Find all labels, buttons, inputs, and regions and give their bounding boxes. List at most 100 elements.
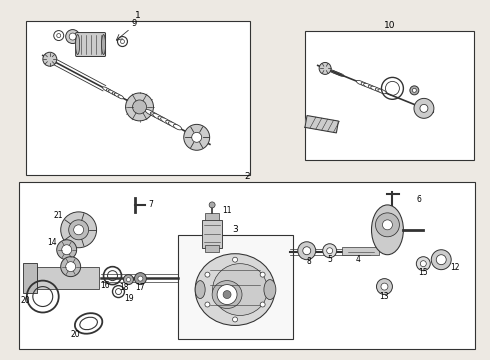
Circle shape bbox=[319, 62, 331, 75]
Text: 4: 4 bbox=[355, 255, 360, 264]
Circle shape bbox=[138, 276, 143, 281]
Text: 20: 20 bbox=[20, 296, 30, 305]
Circle shape bbox=[298, 242, 316, 260]
Circle shape bbox=[57, 240, 76, 260]
Ellipse shape bbox=[150, 112, 158, 117]
Circle shape bbox=[57, 33, 61, 37]
Circle shape bbox=[61, 257, 81, 276]
Circle shape bbox=[69, 220, 89, 240]
Bar bbox=[19, 182, 475, 349]
Ellipse shape bbox=[212, 280, 242, 309]
Ellipse shape bbox=[101, 35, 105, 54]
Ellipse shape bbox=[118, 95, 123, 99]
Circle shape bbox=[61, 212, 97, 248]
Bar bbox=[178, 235, 293, 339]
Circle shape bbox=[303, 247, 311, 255]
Bar bbox=[23, 263, 37, 293]
Circle shape bbox=[133, 100, 147, 114]
Text: 1: 1 bbox=[135, 11, 141, 20]
Ellipse shape bbox=[378, 89, 386, 94]
Circle shape bbox=[376, 279, 392, 294]
Ellipse shape bbox=[168, 122, 179, 129]
Circle shape bbox=[134, 273, 147, 285]
Text: 5: 5 bbox=[327, 255, 332, 264]
Ellipse shape bbox=[145, 109, 156, 116]
Circle shape bbox=[121, 40, 124, 44]
Polygon shape bbox=[305, 116, 339, 133]
Circle shape bbox=[414, 98, 434, 118]
Ellipse shape bbox=[114, 93, 122, 98]
Ellipse shape bbox=[357, 81, 365, 85]
Circle shape bbox=[431, 250, 451, 270]
Circle shape bbox=[123, 275, 133, 285]
Circle shape bbox=[233, 257, 238, 262]
Circle shape bbox=[260, 272, 265, 277]
Text: 7: 7 bbox=[148, 201, 153, 210]
Circle shape bbox=[416, 257, 430, 271]
Circle shape bbox=[381, 283, 388, 290]
Bar bbox=[37, 267, 98, 289]
Text: 2: 2 bbox=[244, 172, 250, 181]
Text: 14: 14 bbox=[47, 238, 56, 247]
Ellipse shape bbox=[108, 90, 116, 95]
Circle shape bbox=[184, 124, 210, 150]
Text: 12: 12 bbox=[450, 263, 460, 272]
Circle shape bbox=[223, 291, 231, 298]
Ellipse shape bbox=[166, 120, 174, 126]
Ellipse shape bbox=[368, 85, 374, 89]
Text: 19: 19 bbox=[124, 293, 134, 302]
Circle shape bbox=[66, 30, 80, 44]
Ellipse shape bbox=[371, 205, 403, 255]
Ellipse shape bbox=[375, 88, 382, 92]
Bar bbox=[305, 31, 474, 160]
Circle shape bbox=[125, 93, 153, 121]
Circle shape bbox=[420, 261, 426, 267]
Circle shape bbox=[192, 132, 202, 142]
Circle shape bbox=[54, 31, 64, 41]
Ellipse shape bbox=[102, 87, 110, 91]
Circle shape bbox=[69, 33, 76, 40]
Circle shape bbox=[74, 225, 84, 235]
Text: 18: 18 bbox=[119, 283, 128, 292]
FancyBboxPatch shape bbox=[75, 32, 105, 57]
Text: 3: 3 bbox=[233, 225, 239, 234]
Text: 16: 16 bbox=[100, 280, 109, 289]
Text: 13: 13 bbox=[380, 292, 389, 301]
Circle shape bbox=[126, 278, 130, 282]
Ellipse shape bbox=[195, 280, 205, 298]
Circle shape bbox=[413, 88, 416, 92]
Bar bbox=[26, 21, 250, 175]
Circle shape bbox=[66, 262, 75, 272]
Circle shape bbox=[62, 245, 72, 255]
Text: 21: 21 bbox=[54, 211, 64, 220]
Bar bbox=[202, 220, 222, 248]
Ellipse shape bbox=[173, 125, 182, 130]
Circle shape bbox=[217, 285, 237, 305]
Bar bbox=[205, 213, 219, 220]
Circle shape bbox=[383, 220, 392, 230]
Circle shape bbox=[43, 52, 57, 66]
Circle shape bbox=[205, 302, 210, 307]
Ellipse shape bbox=[153, 113, 164, 120]
Circle shape bbox=[436, 255, 446, 265]
Circle shape bbox=[327, 248, 333, 254]
Bar bbox=[205, 245, 219, 252]
Circle shape bbox=[375, 213, 399, 237]
Circle shape bbox=[205, 272, 210, 277]
Ellipse shape bbox=[264, 280, 276, 300]
Circle shape bbox=[233, 317, 238, 322]
Circle shape bbox=[118, 37, 127, 46]
Text: 17: 17 bbox=[136, 283, 145, 292]
Circle shape bbox=[323, 244, 337, 258]
Text: 10: 10 bbox=[384, 21, 395, 30]
Ellipse shape bbox=[371, 86, 379, 91]
Ellipse shape bbox=[364, 84, 372, 88]
Text: 15: 15 bbox=[418, 267, 428, 276]
Circle shape bbox=[260, 302, 265, 307]
Text: 9: 9 bbox=[131, 19, 137, 28]
Ellipse shape bbox=[112, 92, 118, 96]
Bar bbox=[342, 247, 379, 255]
Text: 11: 11 bbox=[222, 206, 232, 215]
Text: 20: 20 bbox=[71, 330, 80, 339]
Circle shape bbox=[420, 104, 428, 112]
